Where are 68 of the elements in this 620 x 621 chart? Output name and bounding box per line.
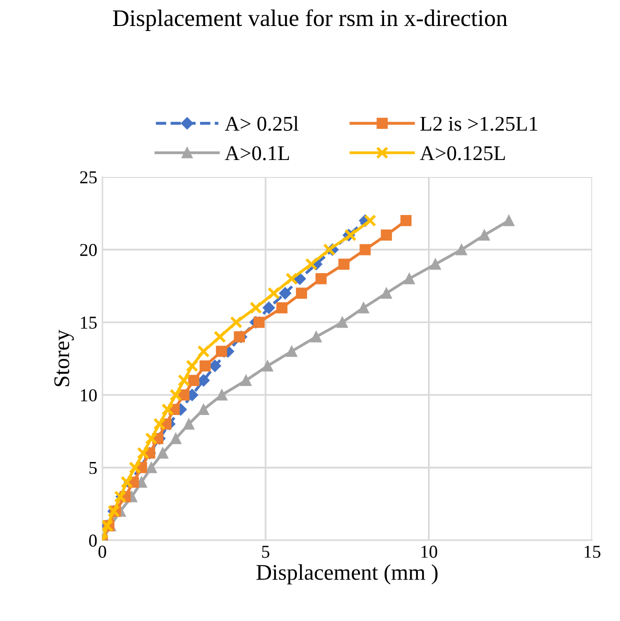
point <box>170 432 182 444</box>
x-tick-label: 0 <box>98 546 106 558</box>
point <box>262 302 275 314</box>
point <box>161 403 174 416</box>
x-axis-title: Displacement (mm ) <box>256 564 438 584</box>
point <box>145 432 158 445</box>
point <box>157 448 168 459</box>
point <box>216 346 228 357</box>
y-tick-label: 25 <box>80 171 97 184</box>
point <box>230 316 242 329</box>
legend-label: A> 0.25l <box>224 116 298 131</box>
point <box>294 272 306 285</box>
point <box>188 374 200 386</box>
legend-label: L2 is >1.25L1 <box>420 116 538 131</box>
point <box>478 230 490 241</box>
point <box>296 288 308 299</box>
point <box>186 360 198 372</box>
point <box>380 288 392 299</box>
point <box>404 273 415 284</box>
point <box>153 418 166 430</box>
point <box>286 346 298 357</box>
point <box>276 302 288 314</box>
point <box>234 331 245 342</box>
point <box>267 286 280 300</box>
legend-label: A>0.1L <box>224 146 289 160</box>
point <box>198 404 210 416</box>
point <box>146 462 157 474</box>
y-tick-label: 0 <box>89 534 97 547</box>
point <box>253 316 265 328</box>
point <box>128 461 142 474</box>
point <box>216 389 228 401</box>
point <box>120 476 134 488</box>
y-tick-label: 20 <box>80 244 97 256</box>
point <box>322 243 336 256</box>
point <box>503 215 514 226</box>
point <box>456 244 468 256</box>
point <box>240 374 252 386</box>
x-tick-label: 5 <box>262 546 270 558</box>
y-tick-label: 15 <box>80 316 97 329</box>
point <box>305 258 318 270</box>
y-tick-label: 5 <box>89 462 97 474</box>
chart-title: Displacement value for rsm in x-direction <box>112 9 508 31</box>
point <box>430 258 441 270</box>
point <box>214 330 226 344</box>
point <box>262 360 274 372</box>
legend-label: A>0.125L <box>420 146 505 160</box>
point <box>310 331 322 342</box>
point <box>380 230 392 241</box>
point <box>336 316 348 328</box>
point <box>250 302 262 314</box>
point <box>316 273 327 284</box>
point <box>285 272 298 285</box>
y-tick-label: 10 <box>80 389 97 402</box>
point <box>360 244 371 256</box>
point <box>183 418 194 430</box>
point <box>170 388 182 402</box>
x-tick-label: 15 <box>584 546 600 558</box>
point <box>279 287 292 300</box>
point <box>178 374 190 387</box>
point <box>400 215 412 226</box>
point <box>364 214 376 227</box>
point <box>136 446 150 460</box>
x-tick-label: 10 <box>421 546 438 558</box>
point <box>200 360 211 372</box>
y-axis-title: Storey <box>54 330 74 386</box>
point <box>338 258 350 270</box>
point <box>197 345 210 358</box>
point <box>358 302 370 314</box>
